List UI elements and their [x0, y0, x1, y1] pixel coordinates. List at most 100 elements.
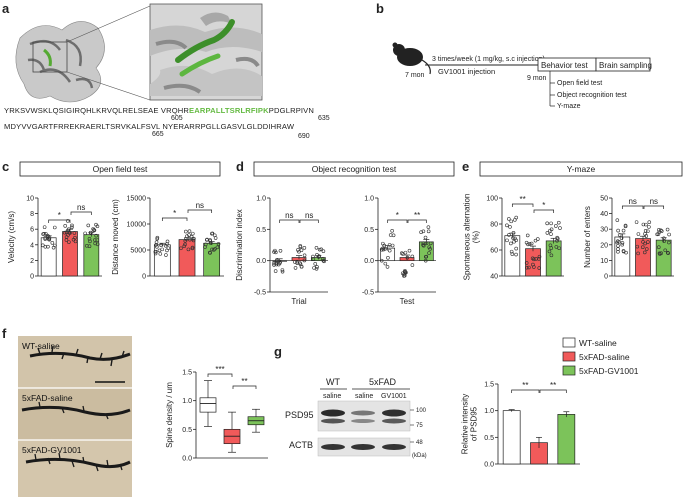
c1-data-point — [64, 235, 69, 239]
d-data-point — [428, 241, 433, 246]
panel-label-c: c — [2, 159, 9, 174]
blot-group-5xfad: 5xFAD — [369, 377, 397, 387]
f-y-label: Spine density / um — [165, 382, 174, 448]
c1-data-point — [72, 231, 77, 235]
d-data-point — [275, 257, 279, 262]
e1-data-point — [558, 226, 562, 230]
e2-data-point — [655, 232, 660, 237]
c2-data-point — [154, 240, 159, 245]
c1-data-point — [41, 243, 45, 248]
e2-data-point — [646, 229, 650, 234]
c1-data-point — [47, 237, 52, 242]
g-sig-bracket — [539, 389, 567, 393]
e1-data-point — [555, 236, 560, 241]
img-label-wt-saline: WT-saline — [22, 341, 60, 351]
c2-data-point — [159, 243, 163, 248]
c1-data-point — [73, 239, 78, 244]
e1-y-tick-label: 40 — [490, 274, 498, 281]
g-sig-label: ** — [550, 381, 556, 390]
c2-data-point — [155, 236, 160, 241]
c1-data-point — [53, 243, 57, 248]
d-data-point — [295, 259, 299, 264]
e2-data-point — [615, 240, 619, 245]
d-data-point — [421, 229, 426, 234]
blot-group-wt: WT — [326, 377, 340, 387]
c1-sig-bracket — [70, 211, 92, 215]
d-data-point — [298, 244, 303, 248]
e1-data-point — [509, 249, 514, 254]
legend-swatch — [562, 351, 576, 362]
c2-y-tick-label: 0 — [142, 274, 146, 281]
legend: WT-saline 5xFAD-saline 5xFAD-GV1001 — [562, 337, 639, 376]
d-trial-y-tick-label: 0.5 — [256, 227, 266, 234]
d-data-point — [319, 247, 324, 252]
e2-data-point — [634, 220, 639, 224]
c2-data-point — [157, 248, 162, 253]
e1-data-point — [513, 218, 517, 222]
c1-y-tick-label: 0 — [30, 274, 34, 281]
d-sig-bracket — [299, 219, 319, 223]
d-data-point — [298, 261, 302, 265]
e1-data-point — [548, 228, 552, 233]
c1-data-point — [94, 233, 98, 238]
dendrite-micrograph: WT-saline 5xFAD-saline 5xFAD-GV1001 — [18, 336, 132, 497]
behavior-test-label: Behavior test — [541, 61, 588, 70]
e1-y-tick-label: 80 — [490, 222, 498, 229]
e2-y-tick-label: 40 — [600, 211, 608, 218]
age-start-label: 7 mon — [405, 72, 425, 79]
c1-data-point — [46, 244, 50, 249]
d-data-point — [297, 249, 301, 254]
e2-sig-bracket — [621, 205, 644, 209]
d-data-point — [313, 262, 318, 266]
c2-data-point — [203, 245, 207, 249]
e2-data-point — [619, 236, 624, 240]
c2-data-point — [179, 246, 183, 251]
d-data-point — [410, 254, 415, 259]
test-item: Object recognition test — [557, 92, 627, 99]
d-trial-y-tick-label: 0.0 — [256, 258, 266, 265]
c2-data-point — [208, 251, 212, 255]
c2-sig-bracket — [187, 209, 213, 213]
d-data-point — [386, 256, 390, 260]
d-data-point — [387, 248, 392, 253]
injection-label: GV1001 injection — [438, 67, 495, 76]
d-sig-label: ** — [414, 211, 420, 220]
d-trial-y-tick-label: -0.5 — [254, 290, 266, 297]
protein-structure-overview — [15, 5, 151, 103]
c2-y-tick-label: 10000 — [127, 222, 147, 229]
d-data-point — [423, 254, 428, 259]
e2-data-point — [659, 251, 664, 255]
e1-data-point — [512, 239, 516, 244]
d-data-point — [426, 229, 431, 234]
c1-data-point — [92, 238, 97, 242]
c1-data-point — [89, 230, 93, 235]
e1-data-point — [532, 265, 536, 269]
c2-data-point — [187, 233, 191, 237]
e2-data-point — [657, 228, 661, 232]
d-y-label: Discrimination index — [235, 209, 244, 281]
c2-y-tick-label: 5000 — [130, 248, 146, 255]
western-blot-actb — [317, 437, 411, 457]
d-data-point — [293, 260, 297, 264]
d-data-point — [410, 263, 415, 267]
c1-data-point — [70, 223, 74, 228]
d-data-point — [390, 243, 395, 248]
e1-bar — [545, 240, 562, 277]
e2-data-point — [620, 241, 625, 245]
e1-data-point — [556, 220, 561, 225]
c2-data-point — [164, 253, 168, 257]
d-data-point — [427, 251, 431, 255]
c2-data-point — [165, 239, 170, 244]
panel-label-e: e — [462, 159, 469, 174]
e2-data-point — [636, 251, 640, 256]
d-data-point — [315, 252, 319, 257]
c1-data-point — [50, 241, 55, 245]
d-data-point — [385, 265, 390, 269]
c2-data-point — [210, 231, 214, 236]
d-group-label: Test — [400, 297, 415, 306]
e2-data-point — [646, 240, 650, 244]
panel-label-b: b — [376, 1, 384, 16]
d-data-point — [390, 229, 394, 233]
sequence-line-1: YRKSVWSKLQSIGIRQHLKRVQLRELSEAE VRQHREARP… — [4, 106, 314, 115]
g-sig-bracket — [511, 389, 540, 393]
